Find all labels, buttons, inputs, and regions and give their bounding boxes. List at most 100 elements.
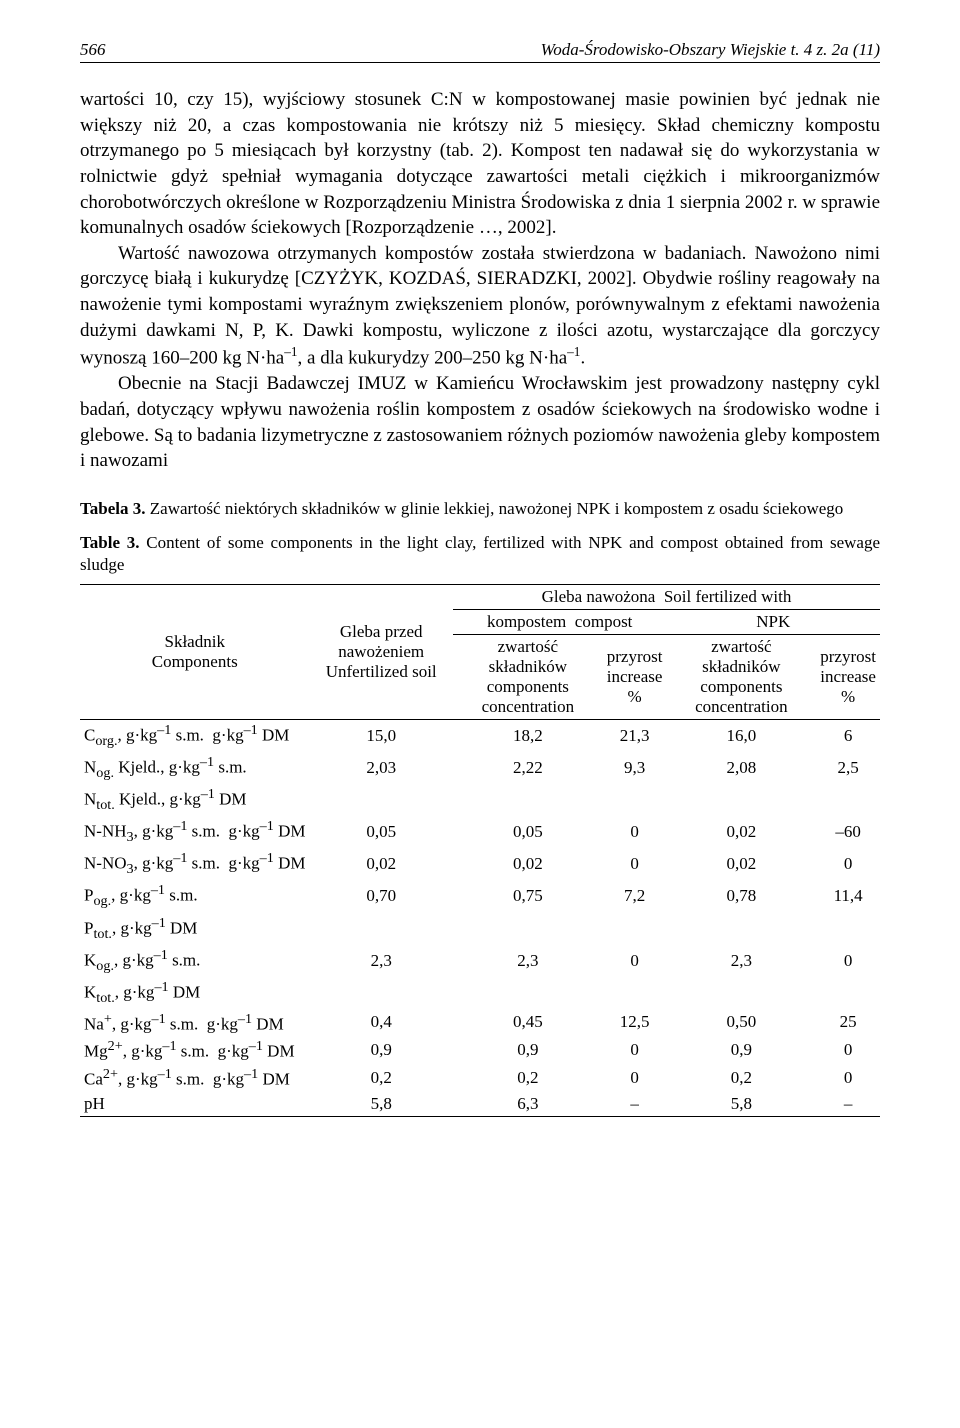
- cell: 0,50: [666, 1009, 816, 1037]
- cell: 0,9: [453, 1036, 603, 1064]
- cell: 0: [603, 1064, 667, 1092]
- cell: [603, 913, 667, 945]
- cell: 0,2: [453, 1064, 603, 1092]
- cell: 6: [816, 720, 880, 753]
- paragraph-2: Wartość nawozowa otrzymanych kompostów z…: [80, 241, 880, 372]
- table-row: Ptot., g·kg–1 DM: [80, 913, 880, 945]
- th-pct-1: %: [628, 687, 642, 706]
- cell: [453, 977, 603, 1009]
- cell: 0: [603, 816, 667, 848]
- cell: 9,3: [603, 752, 667, 784]
- cell: [603, 784, 667, 816]
- th-conc-en-2: components concentration: [695, 677, 788, 716]
- cell: 0: [816, 1036, 880, 1064]
- cell: [666, 913, 816, 945]
- th-incr-pl-1: przyrost: [607, 647, 663, 666]
- cell: [603, 977, 667, 1009]
- cell: [309, 913, 452, 945]
- th-compost-en: compost: [575, 612, 633, 631]
- cell: 0,4: [309, 1009, 452, 1037]
- cell: [309, 977, 452, 1009]
- cell: 25: [816, 1009, 880, 1037]
- cell: 0: [603, 848, 667, 880]
- row-label: Ca2+, g·kg–1 s.m. g·kg–1 DM: [80, 1064, 309, 1092]
- running-title: Woda-Środowisko-Obszary Wiejskie t. 4 z.…: [541, 40, 880, 60]
- th-incr-en-2: increase: [820, 667, 876, 686]
- cell: 2,3: [309, 945, 452, 977]
- cell: 5,8: [309, 1092, 452, 1117]
- th-conc-en-1: components concentration: [482, 677, 575, 716]
- row-label: Ptot., g·kg–1 DM: [80, 913, 309, 945]
- table-row: Ca2+, g·kg–1 s.m. g·kg–1 DM0,20,200,20: [80, 1064, 880, 1092]
- cell: 0,9: [666, 1036, 816, 1064]
- row-label: Na+, g·kg–1 s.m. g·kg–1 DM: [80, 1009, 309, 1037]
- cell: 0: [816, 945, 880, 977]
- cell: [309, 784, 452, 816]
- cell: 0,05: [453, 816, 603, 848]
- cell: 2,22: [453, 752, 603, 784]
- th-conc-pl-1: zwartość składników: [489, 637, 567, 676]
- table-row: Ntot. Kjeld., g·kg–1 DM: [80, 784, 880, 816]
- cell: 0: [816, 1064, 880, 1092]
- th-components-pl: Składnik: [165, 632, 225, 651]
- cell: [666, 784, 816, 816]
- table-row: pH5,86,3–5,8–: [80, 1092, 880, 1117]
- cell: 12,5: [603, 1009, 667, 1037]
- cell: 0,45: [453, 1009, 603, 1037]
- row-label: Corg., g·kg–1 s.m. g·kg–1 DM: [80, 720, 309, 753]
- cell: 11,4: [816, 880, 880, 912]
- cell: 2,5: [816, 752, 880, 784]
- paragraph-1: wartości 10, czy 15), wyjściowy stosunek…: [80, 87, 880, 241]
- cell: 2,08: [666, 752, 816, 784]
- cell: 0,75: [453, 880, 603, 912]
- row-label: Kog., g·kg–1 s.m.: [80, 945, 309, 977]
- cell: [453, 913, 603, 945]
- cell: 15,0: [309, 720, 452, 753]
- th-soilfert-pl: Gleba nawożona: [542, 587, 656, 606]
- cell: 2,3: [453, 945, 603, 977]
- table-row: Kog., g·kg–1 s.m.2,32,302,30: [80, 945, 880, 977]
- cell: 0,2: [666, 1064, 816, 1092]
- body-text: wartości 10, czy 15), wyjściowy stosunek…: [80, 87, 880, 474]
- paragraph-3: Obecnie na Stacji Badawczej IMUZ w Kamie…: [80, 371, 880, 474]
- cell: 0,02: [309, 848, 452, 880]
- th-npk: NPK: [756, 612, 790, 631]
- cell: 0,70: [309, 880, 452, 912]
- row-label: N-NH3, g·kg–1 s.m. g·kg–1 DM: [80, 816, 309, 848]
- th-incr-en-1: increase: [607, 667, 663, 686]
- cell: 0: [816, 848, 880, 880]
- cell: 0: [603, 1036, 667, 1064]
- cell: 0,9: [309, 1036, 452, 1064]
- table-row: Na+, g·kg–1 s.m. g·kg–1 DM0,40,4512,50,5…: [80, 1009, 880, 1037]
- th-incr-pl-2: przyrost: [820, 647, 876, 666]
- cell: 18,2: [453, 720, 603, 753]
- table-caption-en: Table 3. Content of some components in t…: [80, 532, 880, 576]
- cell: 0,05: [309, 816, 452, 848]
- cell: 0: [603, 945, 667, 977]
- row-label: Ntot. Kjeld., g·kg–1 DM: [80, 784, 309, 816]
- page: 566 Woda-Środowisko-Obszary Wiejskie t. …: [0, 0, 960, 1157]
- table-row: Pog., g·kg–1 s.m.0,700,757,20,7811,4: [80, 880, 880, 912]
- cell: –60: [816, 816, 880, 848]
- cell: 0,78: [666, 880, 816, 912]
- table-row: N-NH3, g·kg–1 s.m. g·kg–1 DM0,050,0500,0…: [80, 816, 880, 848]
- cell: [816, 784, 880, 816]
- table-row: Mg2+, g·kg–1 s.m. g·kg–1 DM0,90,900,90: [80, 1036, 880, 1064]
- cell: [666, 977, 816, 1009]
- cell: 0,02: [666, 816, 816, 848]
- th-unfert-pl: Gleba przed nawożeniem: [338, 622, 424, 661]
- row-label: Mg2+, g·kg–1 s.m. g·kg–1 DM: [80, 1036, 309, 1064]
- cell: 6,3: [453, 1092, 603, 1117]
- th-soilfert-en: Soil fertilized with: [664, 587, 791, 606]
- cell: 16,0: [666, 720, 816, 753]
- cell: 21,3: [603, 720, 667, 753]
- row-label: Pog., g·kg–1 s.m.: [80, 880, 309, 912]
- table-row: Nog. Kjeld., g·kg–1 s.m.2,032,229,32,082…: [80, 752, 880, 784]
- cell: 2,03: [309, 752, 452, 784]
- th-unfert-en: Unfertilized soil: [326, 662, 437, 681]
- running-header: 566 Woda-Środowisko-Obszary Wiejskie t. …: [80, 40, 880, 63]
- cell: [816, 977, 880, 1009]
- cell: –: [603, 1092, 667, 1117]
- th-compost-pl: kompostem: [487, 612, 566, 631]
- row-label: Nog. Kjeld., g·kg–1 s.m.: [80, 752, 309, 784]
